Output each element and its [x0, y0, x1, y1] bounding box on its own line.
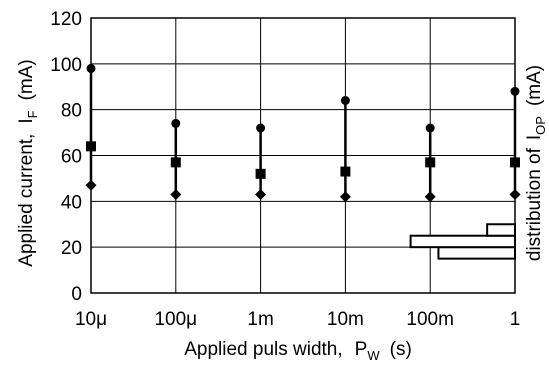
range-lines — [89, 68, 517, 197]
x-tick-label-0: 10μ — [75, 309, 107, 330]
min-point-2 — [255, 188, 267, 200]
plot-frame — [90, 17, 516, 294]
typical-point-4 — [425, 157, 436, 168]
max-point-3 — [340, 96, 350, 105]
y-tick-label-5: 100 — [50, 55, 82, 76]
max-point-1 — [171, 118, 181, 128]
y-tick-labels: 0 20 40 60 80 100 120 — [50, 9, 82, 305]
max-point-4 — [425, 123, 435, 133]
x-tick-label-4: 100m — [406, 309, 454, 330]
y-tick-label-4: 80 — [61, 101, 82, 122]
histogram-bin-0 — [437, 246, 516, 260]
y-tick-label-0: 0 — [71, 284, 82, 305]
min-point-1 — [170, 188, 182, 200]
y-tick-label-1: 20 — [61, 238, 82, 259]
min-point-4 — [424, 191, 436, 203]
x-tick-label-3: 10m — [327, 309, 364, 330]
x-tick-labels: 10μ 100μ 1m 10m 100m 1 — [75, 309, 520, 330]
y-tick-label-6: 120 — [50, 9, 82, 30]
min-point-3 — [339, 191, 351, 203]
x-tick-label-1: 100μ — [154, 309, 197, 330]
typical-point-3 — [340, 166, 351, 177]
y-axis-right-title: distribution ofIOP(mA) — [524, 65, 548, 261]
y-tick-label-3: 60 — [61, 147, 82, 168]
x-tick-label-2: 1m — [247, 309, 273, 330]
typical-point-1 — [170, 157, 181, 168]
distribution-histogram — [409, 223, 517, 260]
y-axis-title: Applied current,IF(mA) — [16, 59, 40, 266]
data-markers — [85, 63, 521, 203]
x-tick-label-5: 1 — [510, 309, 521, 330]
x-axis-title: Applied puls width, PW (s) — [184, 339, 412, 363]
typical-point-2 — [255, 168, 266, 179]
y-tick-label-2: 40 — [61, 192, 82, 213]
histogram-bin-2 — [486, 223, 517, 237]
max-point-2 — [256, 123, 266, 133]
histogram-bin-1 — [409, 234, 517, 249]
